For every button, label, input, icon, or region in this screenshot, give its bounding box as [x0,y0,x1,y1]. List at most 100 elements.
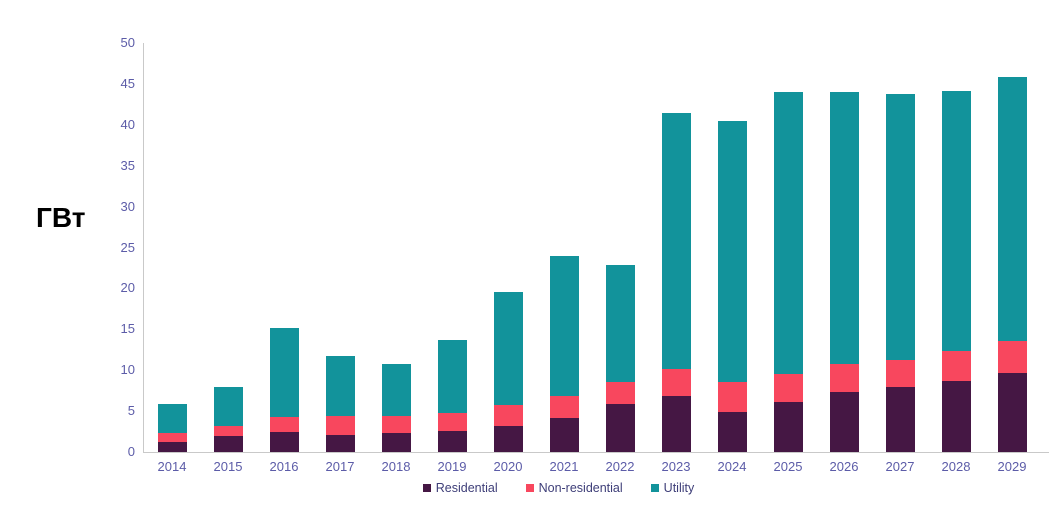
bar-2026 [829,92,859,452]
bar-segment-residential-2020 [493,425,523,452]
x-tick-label-2014: 2014 [157,459,187,474]
bar-segment-residential-2015 [213,435,243,452]
bar-segment-residential-2022 [605,403,635,452]
bar-segment-residential-2027 [885,386,915,452]
legend: Residential Non-residential Utility [28,481,1061,495]
bar-segment-non-residential-2022 [605,381,635,404]
bar-segment-utility-2016 [269,327,299,417]
x-tick-label-2021: 2021 [549,459,579,474]
bar-2025 [773,92,803,452]
legend-label: Residential [435,481,498,495]
bar-segment-utility-2022 [605,265,635,382]
bar-segment-utility-2028 [941,91,971,351]
x-tick-label-2022: 2022 [605,459,635,474]
bar-segment-non-residential-2014 [157,433,187,443]
bar-segment-utility-2027 [885,93,915,360]
x-tick-label-2018: 2018 [381,459,411,474]
y-tick-label: 50 [120,35,135,50]
x-tick-label-2017: 2017 [325,459,355,474]
y-axis-title: ГВт [36,202,86,233]
bar-segment-non-residential-2015 [213,425,243,436]
y-tick-label: 40 [120,116,135,132]
bar-segment-non-residential-2019 [437,412,467,431]
legend-item-residential: Residential [422,481,498,495]
bar-2016 [269,327,299,452]
bar-segment-non-residential-2024 [717,382,747,412]
bar-segment-non-residential-2018 [381,415,411,434]
legend-swatch-icon [525,484,534,492]
bar-2015 [213,387,243,452]
bar-segment-residential-2024 [717,411,747,452]
bar-segment-utility-2020 [493,291,523,406]
bar-2023 [661,113,691,452]
bar-segment-utility-2021 [549,256,579,396]
bar-segment-residential-2028 [941,380,971,452]
y-tick-label: 25 [120,239,135,255]
bar-2021 [549,256,579,452]
bar-2014 [157,403,187,452]
legend-label: Non-residential [538,481,623,495]
bar-segment-residential-2014 [157,442,187,452]
bar-segment-utility-2026 [829,92,859,365]
x-tick-label-2024: 2024 [717,459,747,474]
bar-segment-non-residential-2023 [661,368,691,396]
x-tick-label-2025: 2025 [773,459,803,474]
x-tick-label-2028: 2028 [941,459,971,474]
bar-segment-non-residential-2020 [493,405,523,426]
y-tick-label: 45 [120,75,135,91]
bar-segment-utility-2018 [381,363,411,416]
y-tick-label: 35 [120,157,135,173]
y-tick-label: 10 [120,362,135,378]
legend-item-non-residential: Non-residential [525,481,623,495]
bar-segment-utility-2024 [717,120,747,383]
bar-segment-residential-2025 [773,402,803,452]
x-tick-label-2019: 2019 [437,459,467,474]
bar-segment-utility-2029 [997,77,1027,341]
bar-segment-non-residential-2017 [325,415,355,435]
bar-segment-non-residential-2025 [773,374,803,403]
bar-segment-non-residential-2027 [885,359,915,387]
bar-segment-utility-2017 [325,356,355,416]
plot-area [143,43,1049,453]
y-tick-label: 30 [120,198,135,214]
bar-segment-non-residential-2029 [997,340,1027,374]
bar-2020 [493,291,523,452]
y-tick-label: 15 [120,321,135,337]
bar-segment-residential-2019 [437,430,467,452]
bar-segment-utility-2023 [661,113,691,369]
legend-item-utility: Utility [650,481,695,495]
bar-segment-non-residential-2026 [829,364,859,393]
bar-2019 [437,339,467,452]
bar-2024 [717,120,747,452]
x-tick-label-2020: 2020 [493,459,523,474]
legend-label: Utility [663,481,695,495]
bar-segment-residential-2016 [269,432,299,452]
bar-segment-residential-2029 [997,373,1027,452]
bar-segment-utility-2025 [773,92,803,375]
x-tick-label-2029: 2029 [997,459,1027,474]
x-tick-label-2023: 2023 [661,459,691,474]
bar-segment-utility-2015 [213,387,243,426]
legend-swatch-icon [422,484,431,492]
x-tick-label-2027: 2027 [885,459,915,474]
bar-segment-non-residential-2028 [941,350,971,381]
y-tick-label: 5 [127,403,135,419]
bar-segment-residential-2021 [549,418,579,452]
y-tick-label: 0 [127,444,135,459]
y-tick-label: 20 [120,280,135,296]
bar-2029 [997,77,1027,452]
bar-segment-non-residential-2021 [549,395,579,419]
bar-segment-residential-2018 [381,433,411,452]
bar-2028 [941,91,971,452]
x-tick-label-2026: 2026 [829,459,859,474]
x-tick-label-2016: 2016 [269,459,299,474]
bar-segment-residential-2026 [829,392,859,452]
bar-segment-residential-2017 [325,434,355,452]
bar-segment-non-residential-2016 [269,416,299,433]
x-tick-label-2015: 2015 [213,459,243,474]
bar-segment-utility-2019 [437,339,467,413]
bar-2022 [605,265,635,452]
bar-segment-residential-2023 [661,395,691,452]
bar-2027 [885,93,915,452]
legend-swatch-icon [650,484,659,492]
